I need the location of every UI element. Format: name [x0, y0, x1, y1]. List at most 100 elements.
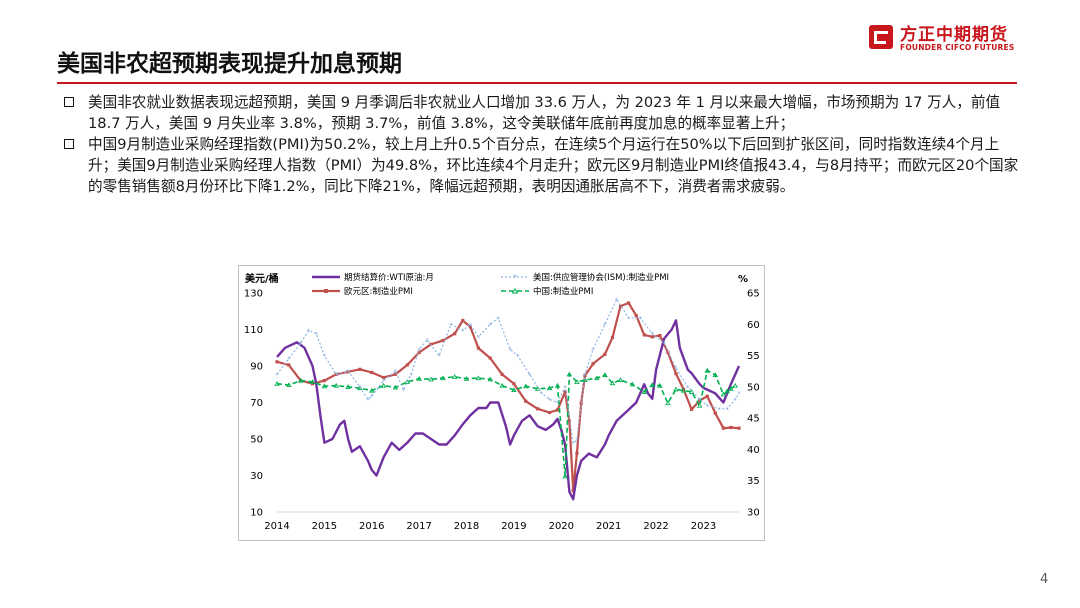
left-tick-label: 30	[250, 471, 263, 482]
bullet-item: 美国非农就业数据表现远超预期，美国 9 月季调后非农就业人口增加 33.6 万人…	[62, 92, 1022, 134]
series-point-marker	[571, 489, 575, 493]
series-point-marker	[392, 384, 399, 390]
series-point-marker	[476, 346, 480, 350]
right-tick-label: 55	[747, 351, 760, 362]
legend-marker: *	[513, 273, 517, 282]
series-point-marker	[334, 372, 338, 376]
series-point-marker	[729, 425, 733, 430]
x-tick-label: 2016	[359, 521, 384, 532]
x-tick-label: 2018	[454, 521, 479, 532]
x-tick-label: 2015	[312, 521, 337, 532]
legend-label-3: 中国:制造业PMI	[533, 286, 593, 297]
series-point-marker	[696, 402, 703, 408]
series-point-marker	[297, 377, 304, 383]
series-point-marker: *	[583, 371, 587, 379]
series-point-marker	[428, 376, 434, 382]
left-tick-label: 90	[250, 362, 263, 373]
series-point-marker	[461, 318, 465, 323]
series-point-marker: *	[674, 365, 678, 373]
series-point-marker	[721, 426, 725, 430]
series-point-marker	[404, 379, 411, 384]
x-tick-label: 2022	[643, 521, 668, 532]
right-tick-label: 35	[747, 476, 760, 487]
series-point-marker: *	[651, 331, 655, 339]
legend-label-0: 期货结算价:WTI原油:月	[344, 272, 434, 283]
series-point-marker: *	[615, 296, 619, 304]
series-point-marker: *	[698, 396, 702, 404]
series-point-marker: *	[563, 384, 567, 392]
series-point-marker	[554, 382, 561, 388]
series-point-marker: *	[725, 406, 729, 414]
series-point-marker: *	[469, 321, 473, 329]
series-point-marker	[463, 376, 470, 381]
series-point-marker: *	[417, 346, 421, 354]
series-point-marker	[732, 382, 738, 388]
series-point-marker	[720, 391, 727, 397]
series-point-marker	[650, 335, 654, 339]
series-point-marker: *	[346, 368, 350, 376]
series-point-marker	[657, 382, 663, 388]
series-point-marker	[275, 360, 279, 364]
series-point-marker	[618, 304, 623, 308]
series-point-marker	[488, 356, 492, 360]
series-point-marker	[665, 400, 671, 406]
series-point-marker: *	[287, 356, 291, 364]
series-point-marker	[610, 335, 615, 340]
series-point-marker	[567, 419, 571, 423]
series-point-marker: *	[575, 437, 579, 445]
square-bullet-icon	[64, 97, 74, 107]
legend-marker	[511, 287, 519, 294]
series-point-marker	[417, 350, 421, 355]
series-point-marker: *	[366, 396, 370, 404]
company-name-cn: 方正中期期货	[900, 25, 1008, 45]
series-point-marker	[634, 313, 638, 318]
series-point-marker	[345, 384, 351, 389]
series-point-marker	[594, 375, 600, 381]
series-point-marker	[286, 382, 292, 388]
series-point-marker	[487, 376, 494, 382]
series-point-marker	[358, 367, 362, 371]
x-tick-label: 2020	[549, 521, 574, 532]
series-point-marker: *	[402, 387, 406, 395]
x-tick-label: 2019	[501, 521, 526, 532]
right-tick-label: 50	[747, 382, 760, 393]
series-point-marker	[563, 390, 567, 394]
series-point-marker	[674, 372, 678, 376]
series-point-marker: *	[591, 346, 595, 354]
series-point-marker	[524, 399, 528, 403]
series-point-marker: *	[540, 390, 544, 398]
series-line-0	[276, 319, 741, 501]
series-point-marker	[512, 382, 516, 386]
x-tick-label: 2023	[691, 521, 716, 532]
series-point-marker	[547, 410, 552, 415]
series-point-marker	[705, 394, 709, 398]
series-point-marker	[602, 372, 608, 378]
series-point-marker: *	[508, 346, 512, 354]
series-point-marker	[475, 375, 482, 381]
legend-label-1: 美国:供应管理协会(ISM):制造业PMI	[533, 272, 669, 283]
series-point-marker	[698, 399, 702, 403]
right-tick-label: 45	[747, 414, 760, 425]
series-point-marker	[451, 374, 458, 379]
series-point-marker	[453, 332, 457, 336]
series-point-marker: *	[662, 340, 666, 348]
right-tick-label: 40	[747, 445, 760, 456]
x-tick-label: 2021	[596, 521, 621, 532]
series-point-marker	[368, 387, 375, 393]
series-point-marker: *	[334, 371, 338, 379]
left-tick-label: 10	[250, 508, 263, 519]
series-point-marker: *	[528, 371, 532, 379]
series-point-marker	[574, 379, 580, 384]
series-point-marker	[370, 370, 374, 375]
right-tick-label: 65	[747, 289, 760, 300]
x-tick-label: 2017	[406, 521, 431, 532]
series-point-marker	[575, 451, 579, 455]
series-point-marker: *	[461, 328, 465, 336]
series-point-marker: *	[627, 315, 631, 323]
series-point-marker: *	[394, 368, 398, 376]
series-point-marker	[322, 379, 326, 383]
series-point-marker	[393, 372, 398, 376]
series-point-marker	[704, 367, 711, 373]
series-point-marker: *	[358, 384, 362, 392]
series-point-marker	[582, 377, 588, 383]
